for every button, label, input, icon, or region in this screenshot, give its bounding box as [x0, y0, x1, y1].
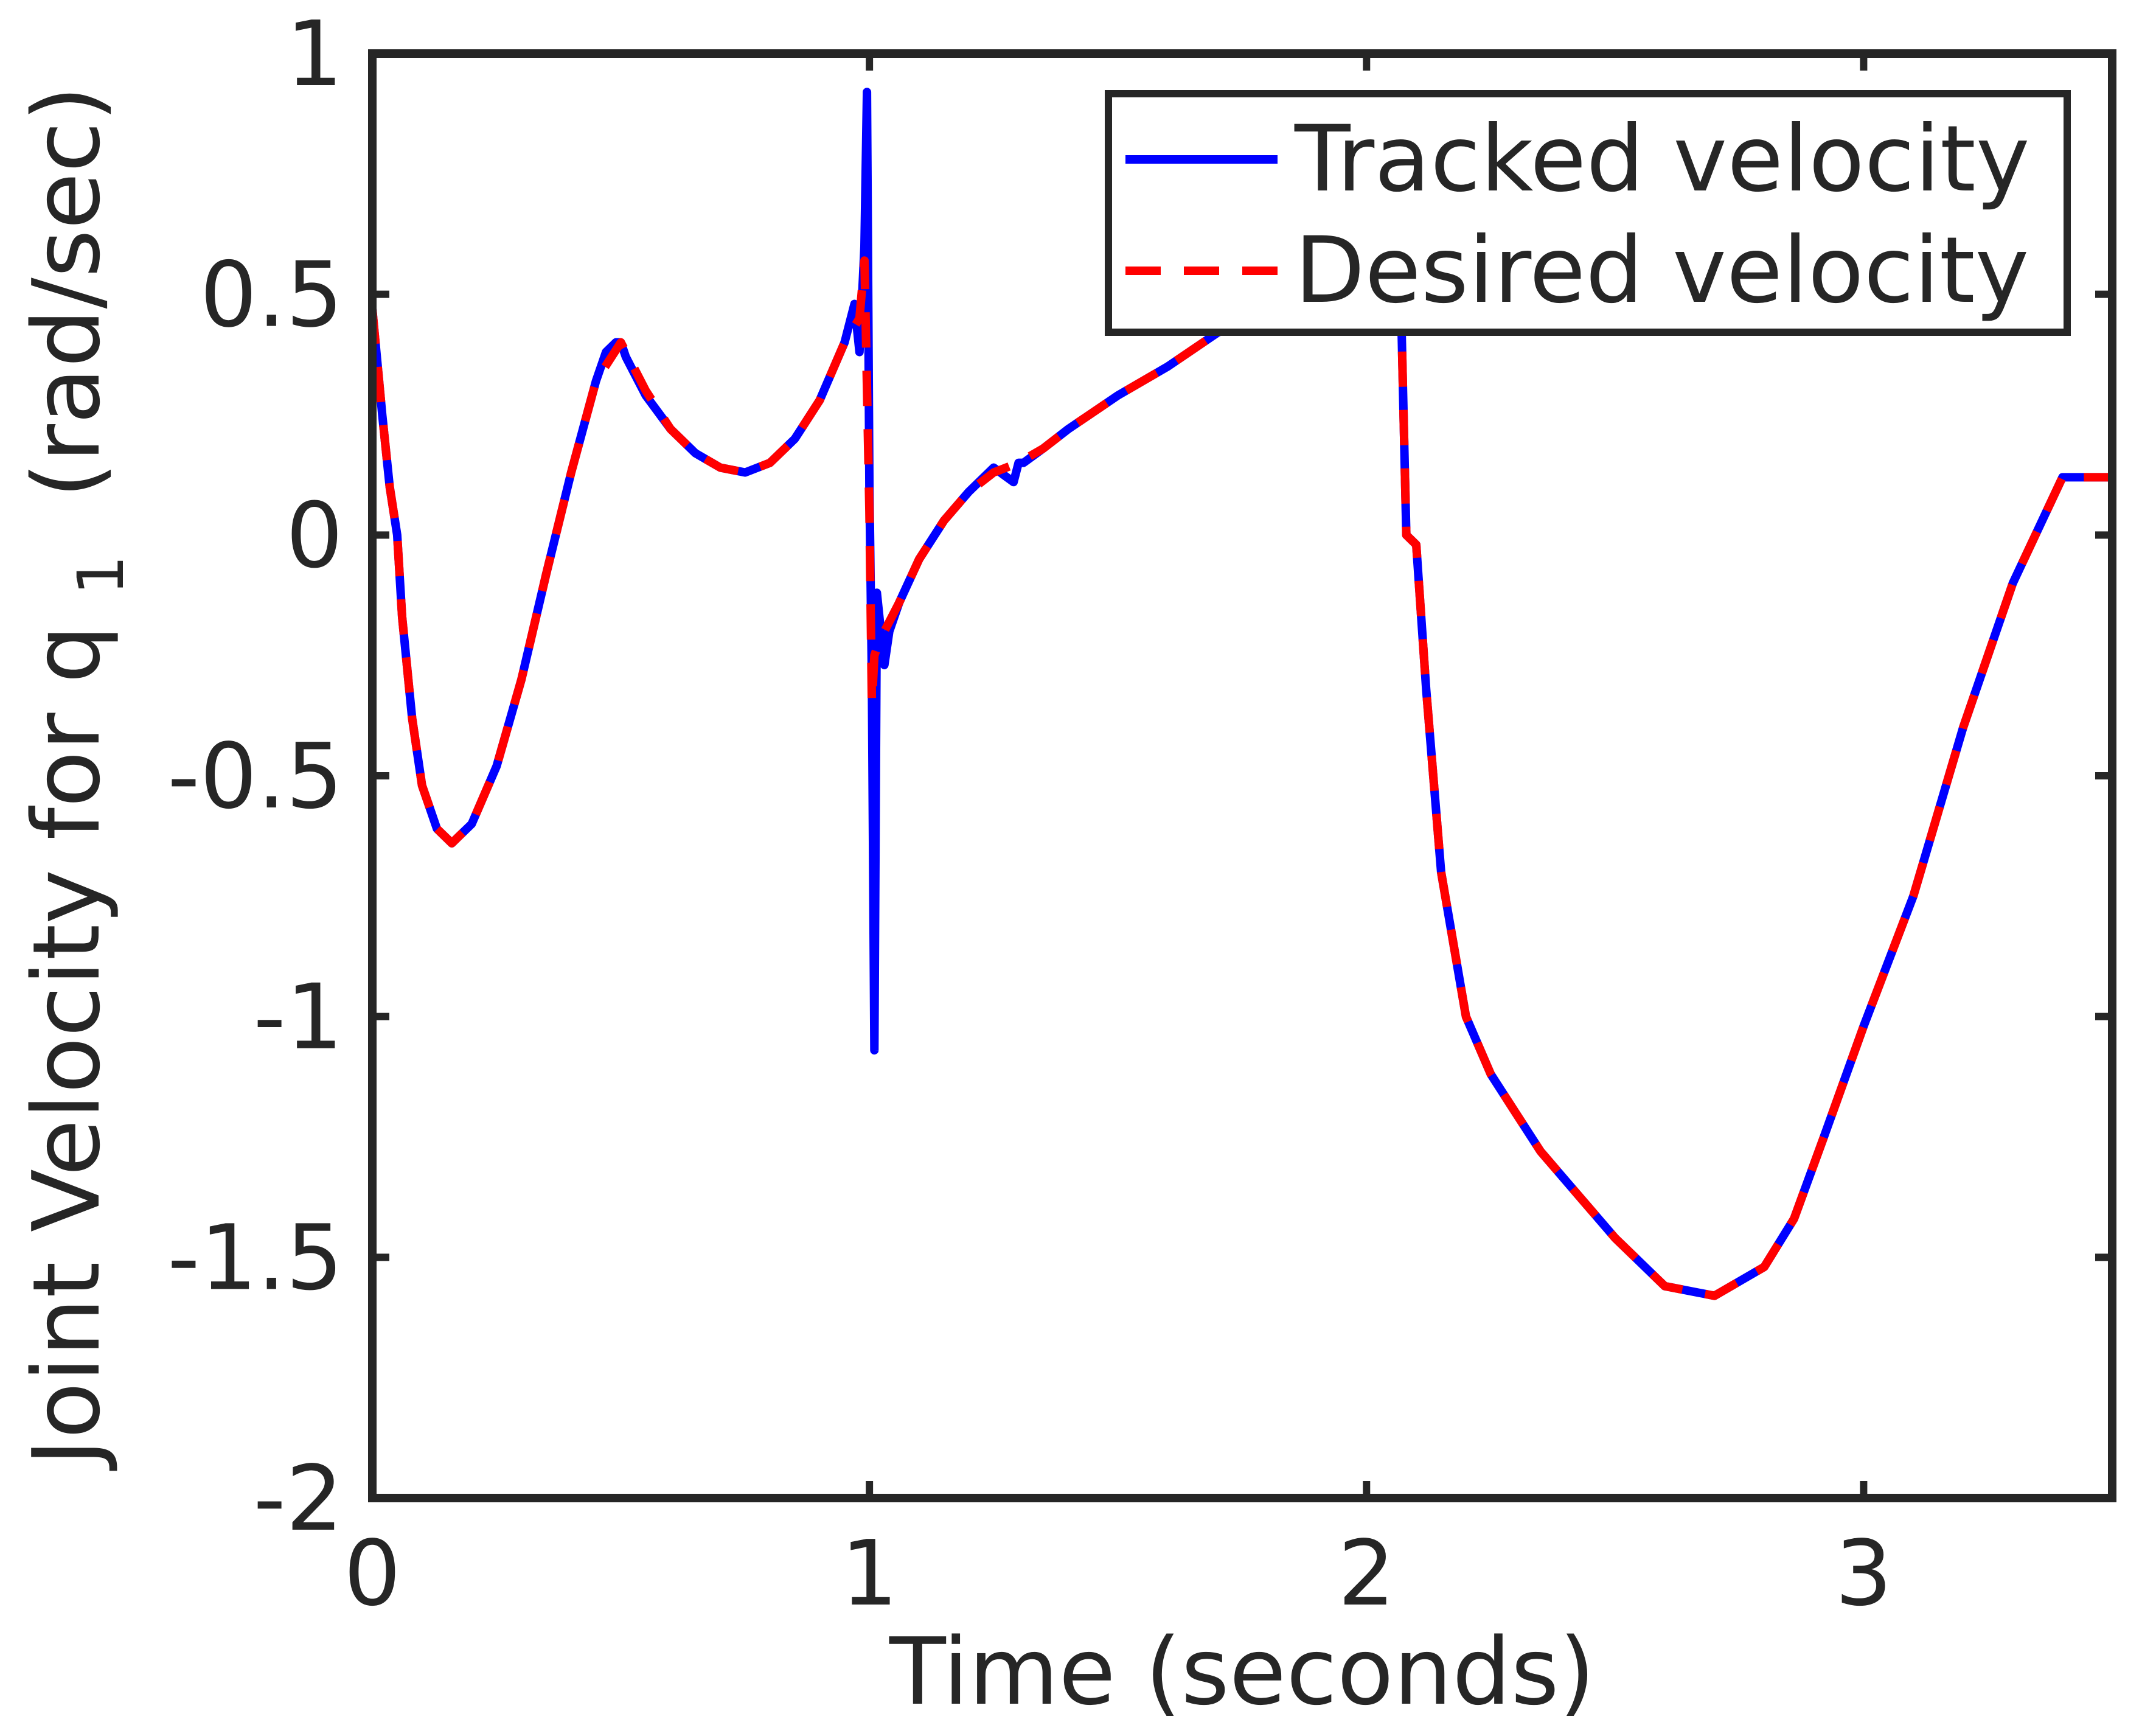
y-tick-label-4: 0 [286, 483, 343, 588]
y-axis-label-units: (rad/sec) [13, 86, 120, 498]
legend-box [1105, 90, 2071, 336]
ticks-layer [369, 50, 2112, 1502]
x-tick-label-1: 1 [841, 1521, 898, 1626]
y-axis-label-subscript: 1 [64, 555, 138, 595]
series-layer [372, 88, 2112, 1300]
x-tick-label-2: 2 [1338, 1521, 1395, 1626]
y-tick-label-5: 0.5 [200, 243, 343, 347]
legend: Tracked velocity Desired velocity [1105, 90, 2071, 336]
x-tick-label-0: 0 [344, 1521, 401, 1626]
y-tick-label-2: -1 [253, 965, 343, 1070]
y-tick-label-3: -0.5 [167, 724, 343, 829]
y-tick-label-1: -1.5 [167, 1205, 343, 1310]
series-line-desired [372, 242, 2112, 1300]
legend-label-tracked: Tracked velocity [1294, 106, 2030, 212]
y-tick-label-0: -2 [253, 1446, 343, 1551]
y-axis-label-main: Joint Velocity for q [13, 625, 120, 1471]
x-tick-label-3: 3 [1835, 1521, 1892, 1626]
x-axis-label: Time (seconds) [889, 1618, 1595, 1725]
y-axis-label: Joint Velocity for q 1 (rad/sec) [13, 86, 145, 1471]
y-tick-label-6: 1 [286, 2, 343, 106]
tick-labels-layer: 0 1 2 3 -2 -1.5 -1 -0.5 0 0.5 1 [167, 2, 1892, 1626]
legend-label-desired: Desired velocity [1295, 218, 2029, 324]
